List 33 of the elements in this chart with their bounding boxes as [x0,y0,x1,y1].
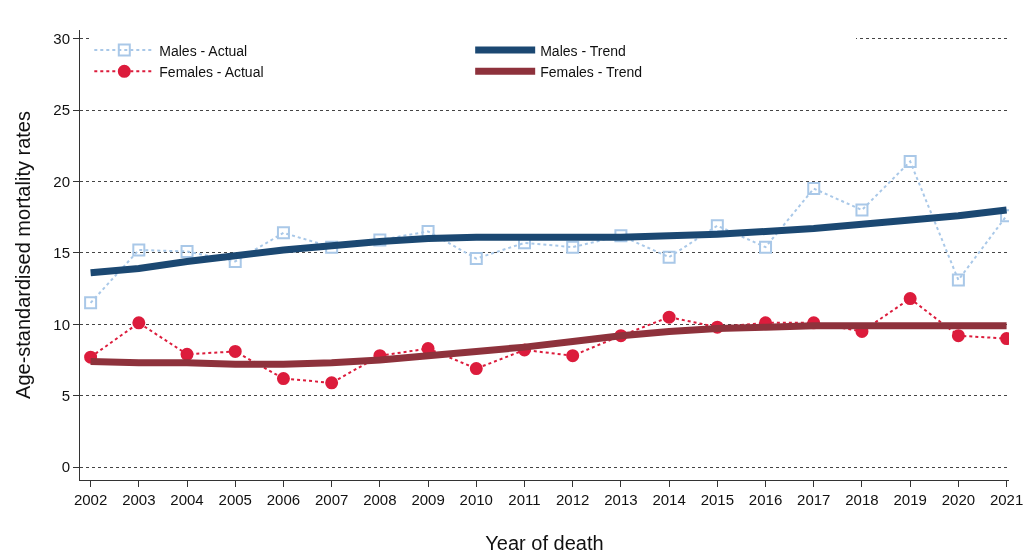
x-tick-label: 2012 [556,491,590,508]
y-tick-label: 20 [53,172,70,190]
y-axis-title: Age-standardised mortality rates [12,111,34,399]
x-tick-label: 2006 [266,491,301,508]
x-tick-label: 2013 [604,491,638,508]
x-tick-label: 2018 [845,491,879,508]
x-tick-label: 2009 [411,491,445,508]
x-tick-label: 2010 [459,491,493,508]
y-tick-label: 25 [53,101,70,119]
x-tick-label: 2008 [363,491,397,508]
x-tick-label: 2015 [700,491,735,508]
x-tick-label: 2020 [941,491,976,508]
y-tick-label: 30 [53,29,70,47]
x-tick-label: 2021 [989,491,1024,508]
y-tick-label: 10 [53,315,70,333]
x-tick-label: 2019 [893,491,927,508]
legend-label: Females - Trend [540,63,643,80]
y-tick-label: 5 [61,386,70,404]
x-tick-label: 2004 [170,491,204,508]
x-tick-label: 2007 [314,491,349,508]
legend-label: Males - Trend [540,42,626,59]
x-tick-label: 2016 [748,491,783,508]
x-tick-label: 2002 [73,491,108,508]
y-tick-label: 0 [61,458,70,476]
legend-label: Males - Actual [159,42,248,59]
x-tick-label: 2014 [652,491,686,508]
x-axis-title: Year of death [485,532,604,554]
x-tick-label: 2005 [218,491,252,508]
x-tick-label: 2003 [122,491,156,508]
y-tick-label: 15 [53,244,70,262]
x-tick-label: 2017 [797,491,831,508]
x-tick-label: 2011 [508,491,541,508]
legend-label: Females - Actual [159,63,264,80]
